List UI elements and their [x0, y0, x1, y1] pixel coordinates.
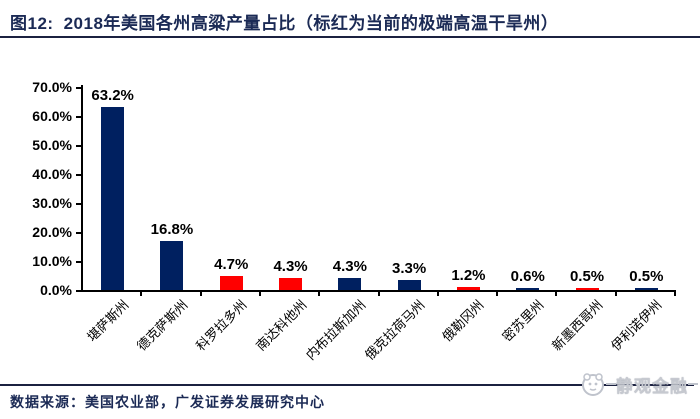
y-axis-tick-label: 40.0% — [32, 166, 72, 182]
title-divider-line — [0, 36, 700, 38]
x-axis-tick — [140, 290, 143, 296]
bar — [516, 288, 540, 290]
bar-value-label: 63.2% — [91, 86, 134, 104]
bar-value-label: 4.7% — [214, 256, 249, 274]
x-axis-tick — [258, 290, 261, 296]
bar — [575, 288, 599, 290]
bar-value-label: 0.5% — [629, 268, 664, 285]
figure-number: 图12: — [10, 14, 54, 33]
x-axis-tick — [318, 290, 321, 296]
y-axis-tick — [76, 290, 81, 292]
bar-value-label: 1.2% — [451, 266, 486, 284]
y-axis-tick-label: 70.0% — [32, 79, 72, 95]
y-axis-tick-label: 60.0% — [32, 108, 72, 124]
bar-value-label: 16.8% — [150, 221, 194, 239]
y-axis-tick — [76, 174, 81, 176]
y-axis-tick-label: 10.0% — [32, 253, 72, 269]
bar — [101, 106, 125, 290]
watermark-face-icon — [580, 371, 606, 397]
figure-title: 图12: 2018年美国各州高粱产量占比（标红为当前的极端高温干旱州） — [10, 9, 696, 34]
y-axis-tick-label: 50.0% — [32, 137, 72, 153]
x-axis-tick — [436, 290, 439, 296]
x-axis-tick — [496, 290, 499, 296]
bar — [338, 277, 362, 290]
data-source-note: 数据来源：美国农业部，广发证券发展研究中心 — [10, 396, 325, 411]
bar-value-label: 4.3% — [332, 257, 367, 275]
x-axis-tick — [377, 290, 380, 296]
y-axis-tick — [76, 261, 81, 263]
bar — [397, 280, 421, 290]
bar — [160, 241, 184, 290]
bar-value-label: 4.3% — [273, 257, 308, 275]
watermark-text: 静观金融 — [616, 376, 688, 396]
bar — [279, 277, 303, 290]
x-axis-tick — [674, 290, 676, 296]
bar — [634, 288, 658, 290]
x-axis-tick — [555, 290, 558, 296]
y-axis-tick-label: 30.0% — [32, 195, 72, 211]
y-axis-tick — [76, 145, 81, 147]
bar-value-label: 3.3% — [392, 260, 427, 278]
bar — [456, 286, 480, 290]
y-axis-tick — [76, 232, 81, 234]
y-axis-tick-label: 0.0% — [40, 282, 72, 298]
bar-value-label: 0.6% — [510, 268, 545, 285]
y-axis-tick — [76, 116, 81, 118]
figure-title-text: 2018年美国各州高粱产量占比（标红为当前的极端高温干旱州） — [63, 14, 559, 33]
watermark-dash — [606, 383, 616, 385]
x-axis-tick — [199, 290, 202, 296]
watermark-dash — [688, 383, 698, 385]
bar — [219, 276, 243, 290]
x-axis-tick — [614, 290, 617, 296]
footer-divider-line — [0, 384, 694, 386]
y-axis-tick — [76, 87, 81, 89]
y-axis-line — [81, 85, 83, 292]
bar-value-label: 0.5% — [569, 268, 605, 285]
watermark: 静观金融 — [580, 371, 698, 397]
y-axis-tick-label: 20.0% — [32, 224, 72, 240]
y-axis-tick — [76, 203, 81, 205]
